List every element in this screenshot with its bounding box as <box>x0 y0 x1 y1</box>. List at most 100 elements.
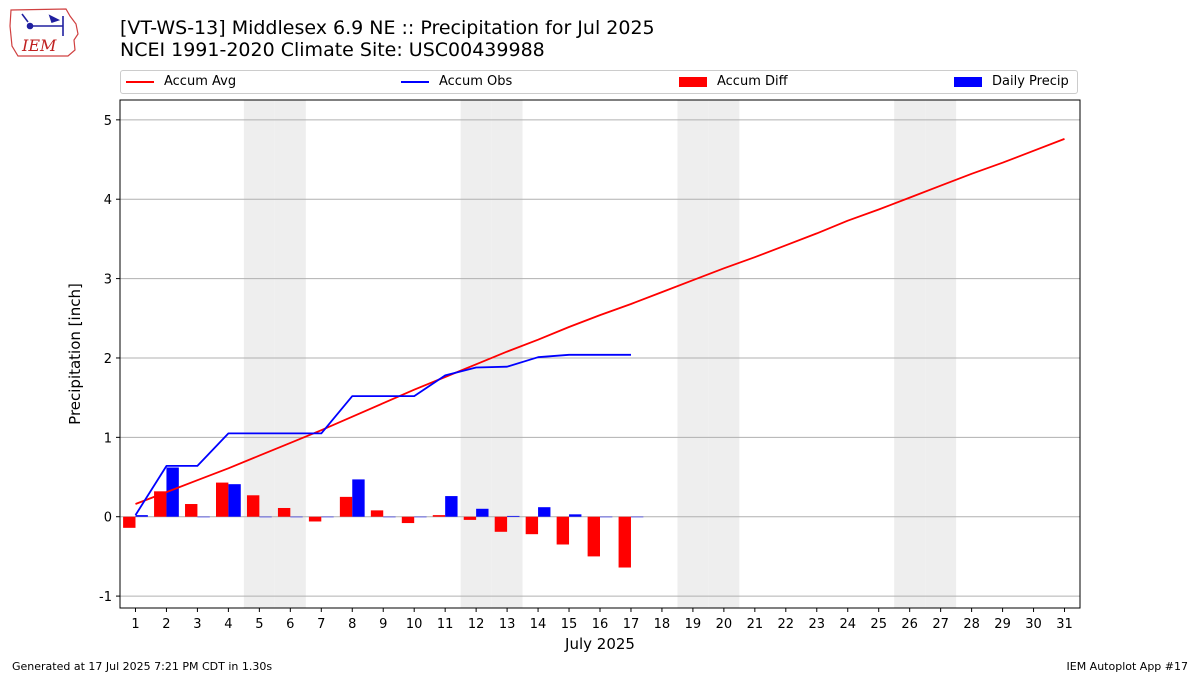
accum-diff-bar <box>618 516 631 568</box>
x-tick-label: 29 <box>994 617 1011 632</box>
x-tick-label: 6 <box>286 617 294 632</box>
chart-legend: Accum Avg Accum Obs Accum Diff Daily Pre… <box>120 70 1078 94</box>
x-tick-label: 28 <box>963 617 980 632</box>
x-tick-label: 26 <box>901 617 918 632</box>
daily-precip-bar <box>197 516 210 518</box>
x-tick-label: 9 <box>379 617 387 632</box>
accum-diff-bar <box>494 516 508 532</box>
daily-precip-bar <box>507 515 520 517</box>
accum-diff-bar <box>339 496 353 517</box>
legend-item-accum-obs: Accum Obs <box>401 74 512 89</box>
legend-swatch-accum-obs <box>401 80 429 83</box>
x-tick-label: 25 <box>870 617 887 632</box>
chart-title: [VT-WS-13] Middlesex 6.9 NE :: Precipita… <box>120 17 655 39</box>
y-tick-label: 2 <box>104 352 112 367</box>
y-tick-label: 5 <box>104 114 112 129</box>
autoplot-app-label: IEM Autoplot App #17 <box>1066 660 1189 673</box>
accum-diff-bar <box>154 491 167 517</box>
x-tick-label: 23 <box>809 617 826 632</box>
x-tick-label: 7 <box>317 617 325 632</box>
daily-precip-bar <box>600 516 613 518</box>
accum-diff-bar <box>185 504 198 517</box>
daily-precip-bar <box>166 467 179 517</box>
x-tick-label: 19 <box>685 617 702 632</box>
daily-precip-bar <box>569 514 582 517</box>
x-tick-label: 15 <box>561 617 578 632</box>
accum-diff-bar <box>463 516 477 520</box>
x-tick-label: 11 <box>437 617 454 632</box>
daily-precip-bar <box>135 515 148 517</box>
x-tick-label: 20 <box>716 617 733 632</box>
x-tick-label: 4 <box>224 617 232 632</box>
y-tick-label: 0 <box>104 511 112 526</box>
accum-diff-bar <box>401 516 415 524</box>
x-tick-label: 10 <box>406 617 423 632</box>
x-tick-label: 1 <box>131 617 139 632</box>
x-tick-label: 12 <box>468 617 485 632</box>
legend-swatch-daily-precip <box>954 76 982 87</box>
logo-text: IEM <box>21 36 57 55</box>
legend-label-accum-obs: Accum Obs <box>439 74 513 89</box>
x-tick-label: 31 <box>1056 617 1073 632</box>
accum-diff-bar <box>308 516 322 522</box>
x-tick-label: 3 <box>193 617 201 632</box>
x-tick-label: 24 <box>839 617 856 632</box>
daily-precip-bar <box>445 496 458 517</box>
iem-logo: IEM <box>9 8 79 57</box>
daily-precip-bar <box>538 507 551 517</box>
daily-precip-bar <box>630 516 644 518</box>
daily-precip-bar <box>321 516 334 518</box>
weekend-shade <box>925 100 957 608</box>
weekend-shade <box>274 100 306 608</box>
accum-diff-bar <box>556 516 570 545</box>
legend-swatch-accum-diff <box>679 76 707 87</box>
daily-precip-bar <box>290 516 303 518</box>
x-tick-label: 2 <box>162 617 170 632</box>
x-tick-label: 8 <box>348 617 356 632</box>
y-tick-label: -1 <box>99 590 112 605</box>
legend-item-accum-avg: Accum Avg <box>126 74 236 89</box>
x-tick-label: 14 <box>530 617 547 632</box>
x-axis-label: July 2025 <box>564 635 635 653</box>
legend-label-accum-diff: Accum Diff <box>717 74 788 89</box>
daily-precip-bar <box>352 479 365 517</box>
generated-timestamp: Generated at 17 Jul 2025 7:21 PM CDT in … <box>12 660 273 673</box>
accum-diff-bar <box>277 507 291 517</box>
daily-precip-bar <box>476 508 489 517</box>
weather-station-icon <box>21 13 64 36</box>
x-tick-label: 30 <box>1025 617 1042 632</box>
weekend-shade <box>708 100 740 608</box>
x-tick-label: 21 <box>747 617 764 632</box>
x-tick-label: 27 <box>932 617 949 632</box>
x-tick-label: 17 <box>623 617 640 632</box>
daily-precip-bar <box>414 516 427 518</box>
chart-subtitle: NCEI 1991-2020 Climate Site: USC00439988 <box>120 39 545 61</box>
accum-avg-line <box>135 138 1065 505</box>
x-tick-label: 18 <box>654 617 671 632</box>
y-axis-label: Precipitation [inch] <box>66 283 84 425</box>
daily-precip-bar <box>228 484 241 517</box>
weekend-shade <box>677 100 709 608</box>
daily-precip-bar <box>383 516 396 518</box>
accum-obs-line <box>134 353 631 516</box>
accum-diff-bar <box>587 516 600 557</box>
y-tick-label: 3 <box>104 273 112 288</box>
accum-diff-bar <box>370 510 384 517</box>
legend-item-accum-diff: Accum Diff <box>679 74 788 89</box>
x-tick-label: 5 <box>255 617 263 632</box>
x-tick-label: 22 <box>778 617 795 632</box>
y-tick-label: 1 <box>104 431 112 446</box>
legend-label-daily-precip: Daily Precip <box>992 74 1069 89</box>
x-tick-label: 13 <box>499 617 516 632</box>
y-tick-label: 4 <box>104 193 112 208</box>
weekend-shade <box>460 100 492 608</box>
accum-diff-bar <box>432 515 446 517</box>
legend-label-accum-avg: Accum Avg <box>164 74 237 89</box>
accum-diff-bar <box>525 516 539 535</box>
accum-diff-bar <box>216 482 229 517</box>
accum-diff-bar <box>246 495 260 517</box>
legend-swatch-accum-avg <box>126 80 154 83</box>
legend-item-daily-precip: Daily Precip <box>954 74 1069 89</box>
daily-precip-bar <box>259 516 272 518</box>
